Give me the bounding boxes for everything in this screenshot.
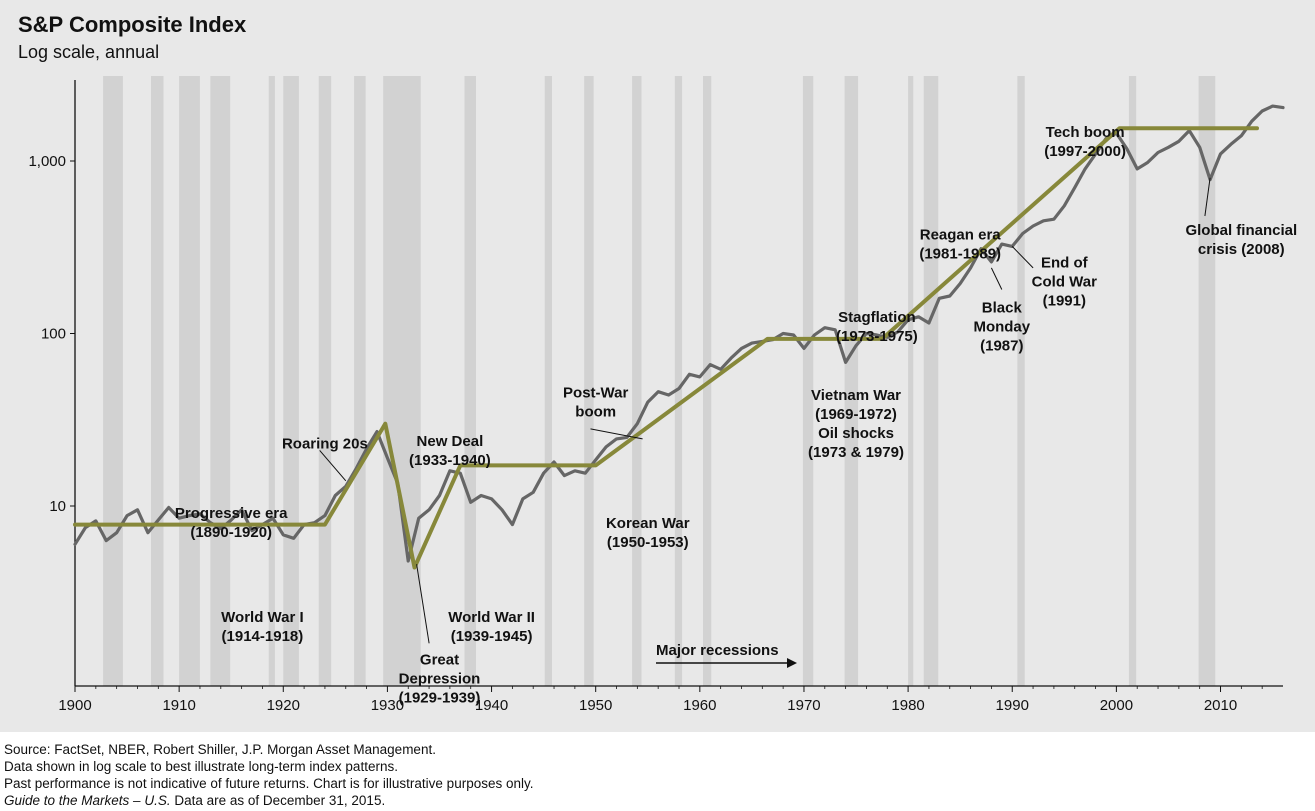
footnote-log-scale: Data shown in log scale to best illustra… [4,759,398,774]
recession-band-12 [632,76,642,686]
annotation-label-10: Reagan era [920,227,1002,244]
recession-band-5 [283,76,299,686]
recession-band-3 [210,76,231,686]
recession-band-13 [674,76,683,686]
annotation-leader-0 [319,450,347,482]
annotation-label-11: Black [982,299,1023,316]
annotation-label-12: End of [1041,255,1089,272]
recession-band-21 [1198,76,1216,686]
footnotes: Source: FactSet, NBER, Robert Shiller, J… [4,741,534,809]
annotation-label-7: Korean War [606,515,690,532]
annotation-leader-2 [1011,246,1034,269]
recession-band-0 [103,76,123,686]
annotation-leader-1 [590,428,643,440]
recession-band-11 [584,76,594,686]
x-tick-label: 1900 [58,697,91,714]
x-tick-label: 1920 [267,697,300,714]
y-tick-label: 10 [49,498,66,515]
footnote-guide-date: Data are as of December 31, 2015. [170,793,386,808]
annotation-label-5: (1939-1945) [451,628,533,645]
annotation-label-11: (1987) [980,337,1023,354]
recession-bands [103,76,1216,686]
annotation-label-9: (1969-1972) [815,406,897,423]
annotation-label-9: Oil shocks [818,425,894,442]
recession-band-16 [844,76,859,686]
annotation-label-6: Post-War [563,385,628,402]
recession-band-20 [1128,76,1137,686]
annotation-label-6: boom [575,404,616,421]
recession-band-10 [544,76,552,686]
recession-band-2 [179,76,200,686]
series-lines [73,104,1285,570]
footnote-source: Source: FactSet, NBER, Robert Shiller, J… [4,742,436,757]
footnote-disclaimer: Past performance is not indicative of fu… [4,776,534,791]
annotation-label-7: (1950-1953) [607,534,689,551]
recession-band-7 [354,76,366,686]
recession-legend-arrowhead [787,658,797,668]
annotation-label-8: Stagflation [838,309,916,326]
annotation-label-1: Roaring 20s [282,436,368,453]
annotation-label-12: Cold War [1032,274,1097,291]
x-tick-label: 1970 [787,697,820,714]
annotation-label-14: Global financial [1185,222,1297,239]
annotation-label-4: Great [420,652,459,669]
annotation-label-9: (1973 & 1979) [808,444,904,461]
chart-subtitle: Log scale, annual [18,42,160,62]
recession-band-8 [383,76,421,686]
annotation-label-11: Monday [973,318,1030,335]
y-tick-label: 100 [41,326,66,343]
annotation-label-10: (1981-1989) [919,246,1001,263]
recession-band-19 [1017,76,1025,686]
x-tick-label: 1940 [475,697,508,714]
recession-band-9 [464,76,476,686]
annotations: Progressive era (1890-1920) Roaring 20s New… [175,124,1297,707]
annotation-label-0: Progressive era [175,505,288,522]
axes: 1900 1910 1920 1930 1940 1950 1960 1970 1980 1990… [28,80,1283,714]
y-tick-label: 1,000 [28,153,66,170]
x-tick-label: 1910 [162,697,195,714]
x-tick-label: 2000 [1100,697,1133,714]
annotation-label-14: crisis (2008) [1198,241,1285,258]
x-tick-label: 1930 [371,697,404,714]
annotation-leader-5 [416,564,430,644]
annotation-label-5: World War II [448,609,535,626]
recession-legend: Major recessions [656,642,797,668]
x-tick-label: 1950 [579,697,612,714]
chart-title: S&P Composite Index [18,12,247,37]
annotation-label-9: Vietnam War [811,387,901,404]
annotation-label-13: (1997-2000) [1044,143,1126,160]
chart-svg: 1900 1910 1920 1930 1940 1950 1960 1970 1980 1990… [28,76,1297,714]
x-tick-label: 2010 [1204,697,1237,714]
footnote-guide: Guide to the Markets – U.S. Data are as … [4,792,534,809]
x-tick-label: 1980 [891,697,924,714]
annotation-leader-4 [1204,177,1211,217]
recession-band-17 [908,76,914,686]
trend-line [73,126,1259,570]
annotation-label-3: (1914-1918) [222,628,304,645]
annotation-label-4: Depression [399,671,481,688]
footnote-guide-title: Guide to the Markets – U.S. [4,793,171,808]
recession-legend-label: Major recessions [656,642,779,659]
recession-band-6 [318,76,332,686]
annotation-label-4: (1929-1939) [399,690,481,707]
annotation-label-8: (1973-1975) [836,328,918,345]
x-tick-label: 1990 [996,697,1029,714]
annotation-label-2: (1933-1940) [409,452,491,469]
recession-band-1 [151,76,164,686]
annotation-label-2: New Deal [417,433,484,450]
x-tick-label: 1960 [683,697,716,714]
recession-band-18 [923,76,939,686]
recession-band-4 [268,76,275,686]
annotation-label-13: Tech boom [1046,124,1125,141]
recession-band-15 [802,76,814,686]
annotation-label-12: (1991) [1043,293,1086,310]
annotation-label-0: (1890-1920) [190,524,272,541]
annotation-label-3: World War I [221,609,304,626]
annotation-leader-3 [990,267,1003,290]
